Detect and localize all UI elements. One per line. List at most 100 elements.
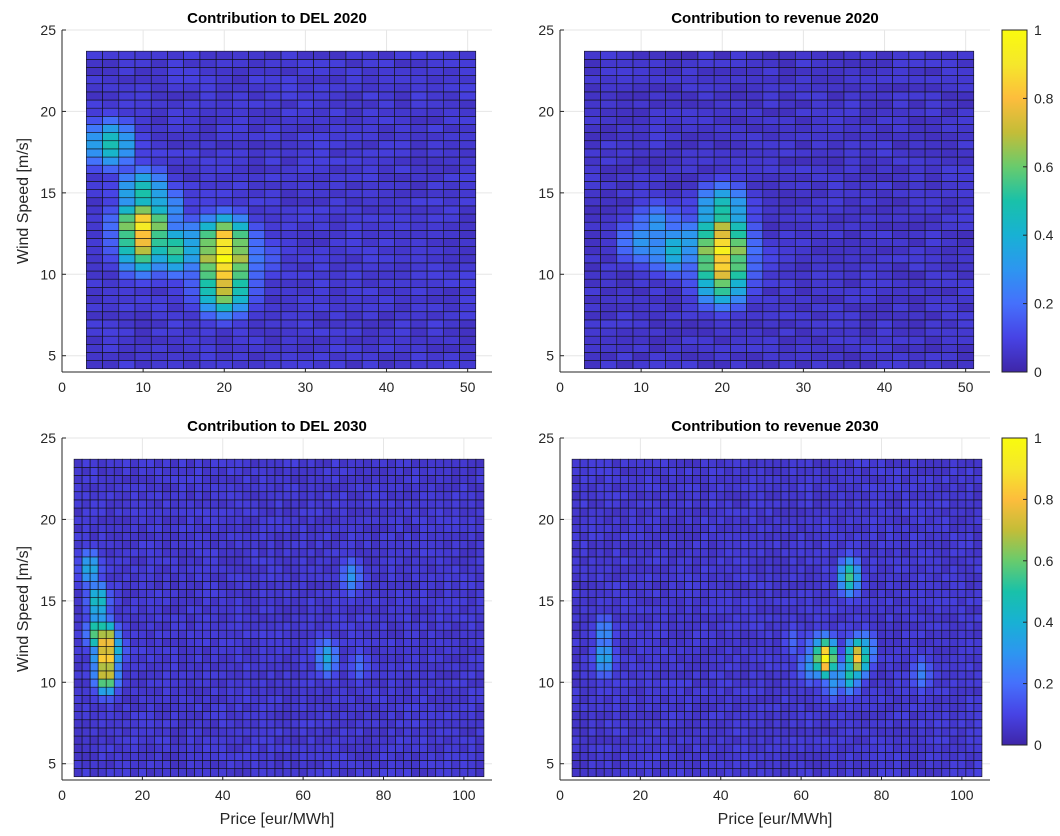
- heatmap-cell: [171, 646, 179, 654]
- heatmap-cell: [733, 760, 741, 768]
- heatmap-cell: [86, 100, 102, 108]
- heatmap-cell: [596, 467, 604, 475]
- heatmap-cell: [283, 744, 291, 752]
- heatmap-cell: [227, 630, 235, 638]
- heatmap-cell: [275, 638, 283, 646]
- heatmap-cell: [307, 516, 315, 524]
- heatmap-cell: [730, 361, 746, 369]
- heatmap-cell: [162, 638, 170, 646]
- heatmap-cell: [346, 304, 362, 312]
- heatmap-cell: [958, 76, 974, 84]
- heatmap-cell: [114, 663, 122, 671]
- heatmap-cell: [355, 467, 363, 475]
- heatmap-cell: [693, 475, 701, 483]
- heatmap-cell: [135, 247, 151, 255]
- heatmap-cell: [730, 287, 746, 295]
- heatmap-cell: [315, 671, 323, 679]
- heatmap-cell: [685, 655, 693, 663]
- heatmap-cell: [235, 679, 243, 687]
- heatmap-cell: [596, 752, 604, 760]
- heatmap-cell: [649, 295, 665, 303]
- heatmap-cell: [893, 100, 909, 108]
- heatmap-cell: [74, 752, 82, 760]
- heatmap-cell: [436, 557, 444, 565]
- heatmap-cell: [281, 116, 297, 124]
- heatmap-cell: [452, 712, 460, 720]
- heatmap-cell: [74, 524, 82, 532]
- heatmap-cell: [601, 198, 617, 206]
- heatmap-cell: [644, 646, 652, 654]
- heatmap-cell: [427, 287, 443, 295]
- heatmap-cell: [763, 59, 779, 67]
- heatmap-cell: [275, 532, 283, 540]
- heatmap-cell: [114, 581, 122, 589]
- heatmap-cell: [362, 133, 378, 141]
- heatmap-cell: [138, 744, 146, 752]
- heatmap-cell: [171, 695, 179, 703]
- heatmap-cell: [714, 263, 730, 271]
- heatmap-cell: [167, 230, 183, 238]
- heatmap-cell: [331, 736, 339, 744]
- heatmap-cell: [682, 344, 698, 352]
- heatmap-cell: [154, 720, 162, 728]
- heatmap-cell: [227, 459, 235, 467]
- heatmap-cell: [476, 459, 484, 467]
- x-tick-label: 20: [216, 379, 232, 395]
- heatmap-cell: [235, 736, 243, 744]
- heatmap-cell: [259, 573, 267, 581]
- heatmap-cell: [730, 352, 746, 360]
- heatmap-cell: [211, 760, 219, 768]
- heatmap-cell: [584, 100, 600, 108]
- heatmap-cell: [460, 687, 468, 695]
- heatmap-cell: [74, 557, 82, 565]
- heatmap-cell: [86, 222, 102, 230]
- heatmap-cell: [307, 744, 315, 752]
- heatmap-cell: [427, 304, 443, 312]
- heatmap-cell: [596, 646, 604, 654]
- heatmap-cell: [601, 124, 617, 132]
- heatmap-cell: [299, 679, 307, 687]
- heatmap-cell: [460, 630, 468, 638]
- heatmap-cell: [379, 492, 387, 500]
- heatmap-cell: [709, 492, 717, 500]
- heatmap-cell: [649, 141, 665, 149]
- heatmap-cell: [281, 124, 297, 132]
- heatmap-cell: [620, 752, 628, 760]
- heatmap-cell: [171, 524, 179, 532]
- heatmap-cell: [685, 484, 693, 492]
- heatmap-cell: [330, 59, 346, 67]
- heatmap-cell: [844, 198, 860, 206]
- heatmap-cell: [232, 271, 248, 279]
- heatmap-cell: [428, 622, 436, 630]
- heatmap-cell: [195, 712, 203, 720]
- heatmap-cell: [187, 720, 195, 728]
- heatmap-cell: [203, 508, 211, 516]
- heatmap-cell: [428, 663, 436, 671]
- heatmap-cell: [154, 630, 162, 638]
- heatmap-cell: [893, 165, 909, 173]
- heatmap-cell: [216, 279, 232, 287]
- heatmap-cell: [235, 744, 243, 752]
- heatmap-cell: [249, 165, 265, 173]
- heatmap-cell: [596, 524, 604, 532]
- heatmap-cell: [730, 84, 746, 92]
- heatmap-cell: [151, 116, 167, 124]
- heatmap-cell: [443, 165, 459, 173]
- heatmap-cell: [596, 744, 604, 752]
- heatmap-cell: [476, 589, 484, 597]
- heatmap-cell: [346, 67, 362, 75]
- heatmap-cell: [90, 565, 98, 573]
- heatmap-cell: [216, 328, 232, 336]
- heatmap-cell: [195, 630, 203, 638]
- heatmap-cell: [427, 67, 443, 75]
- heatmap-cell: [452, 720, 460, 728]
- heatmap-cell: [584, 51, 600, 59]
- heatmap-cell: [617, 247, 633, 255]
- heatmap-cell: [106, 573, 114, 581]
- heatmap-cell: [693, 736, 701, 744]
- heatmap-cell: [893, 295, 909, 303]
- heatmap-cell: [452, 532, 460, 540]
- heatmap-cell: [283, 630, 291, 638]
- heatmap-cell: [428, 484, 436, 492]
- heatmap-cell: [714, 344, 730, 352]
